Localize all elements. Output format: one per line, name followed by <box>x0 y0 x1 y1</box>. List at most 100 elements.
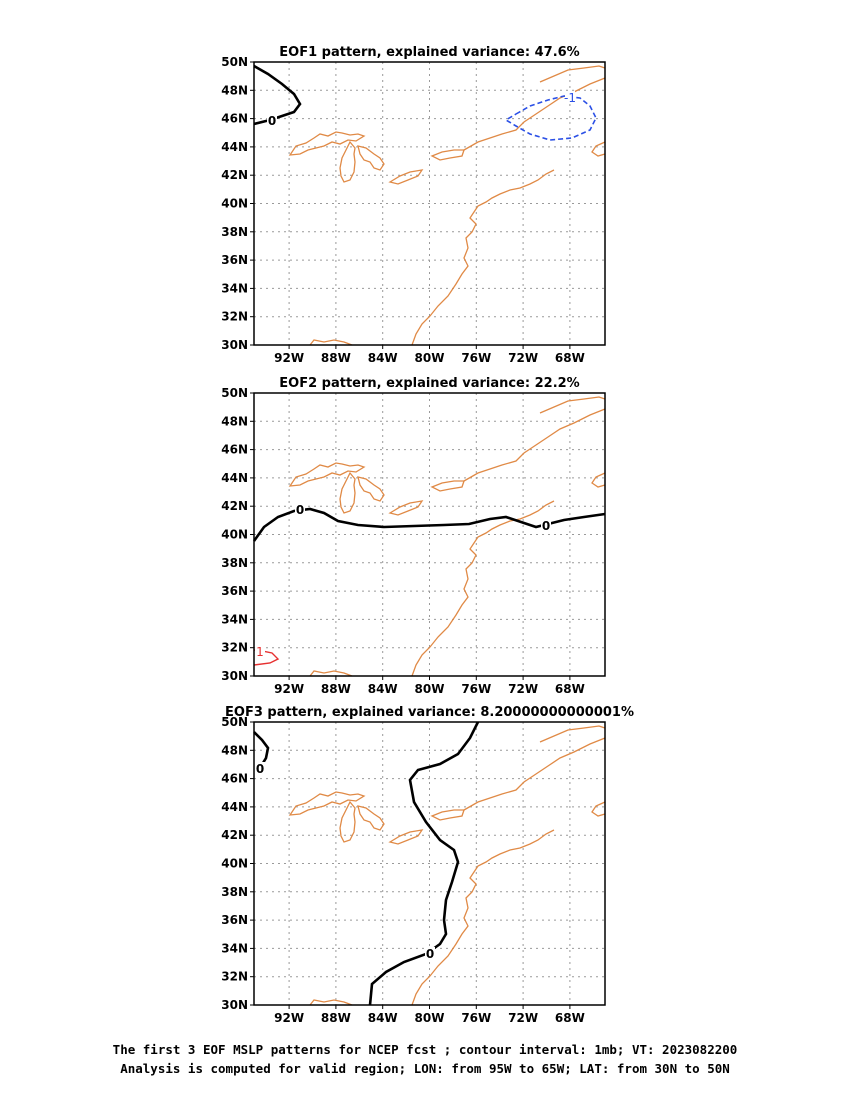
contour-line <box>368 721 480 1006</box>
contour-label: 0 <box>256 762 264 776</box>
coastline <box>357 805 385 831</box>
coastline <box>288 791 366 816</box>
coastline <box>463 737 606 811</box>
lat-tick-label: 32N <box>221 641 248 655</box>
contour-label: 0 <box>426 947 434 961</box>
coastline <box>411 829 555 1006</box>
contour-label-bg <box>541 519 551 532</box>
lon-tick-label: 72W <box>508 682 538 696</box>
lat-tick-label: 40N <box>221 857 248 871</box>
coastline <box>591 141 606 157</box>
coastline <box>539 65 606 83</box>
coastline <box>463 77 606 151</box>
lon-tick-label: 72W <box>508 351 538 365</box>
lat-tick-label: 46N <box>221 772 248 786</box>
coastline <box>411 500 555 677</box>
lat-tick-label: 46N <box>221 443 248 457</box>
coastline <box>309 339 353 346</box>
lat-tick-label: 48N <box>221 414 248 428</box>
coastline <box>430 809 465 821</box>
lat-tick-label: 38N <box>221 225 248 239</box>
contour-label-bg <box>255 645 265 658</box>
caption-line-2: Analysis is computed for valid region; L… <box>120 1061 730 1076</box>
lat-tick-label: 30N <box>221 338 248 352</box>
coastline <box>339 800 356 843</box>
lat-tick-label: 32N <box>221 310 248 324</box>
lon-tick-label: 84W <box>368 682 398 696</box>
coastline <box>309 999 353 1006</box>
lat-tick-label: 36N <box>221 913 248 927</box>
coastline <box>357 145 385 171</box>
lat-tick-label: 30N <box>221 998 248 1012</box>
lon-tick-label: 88W <box>321 351 351 365</box>
contour-label-bg <box>255 762 265 775</box>
contour-label: 0 <box>268 114 276 128</box>
coastline <box>388 829 424 845</box>
coastline <box>339 140 356 183</box>
lat-tick-label: 50N <box>221 386 248 400</box>
caption-line-1: The first 3 EOF MSLP patterns for NCEP f… <box>112 1042 738 1057</box>
contour-label: 0 <box>296 503 304 517</box>
lat-tick-label: 50N <box>221 55 248 69</box>
lat-tick-label: 34N <box>221 941 248 955</box>
lat-tick-label: 32N <box>221 970 248 984</box>
eof2-title: EOF2 pattern, explained variance: 22.2% <box>279 376 579 391</box>
lat-tick-label: 40N <box>221 197 248 211</box>
lon-tick-label: 80W <box>415 1011 445 1025</box>
lon-tick-label: 88W <box>321 682 351 696</box>
coastline <box>288 462 366 487</box>
lon-tick-label: 76W <box>461 351 491 365</box>
coastline <box>339 471 356 514</box>
lon-tick-label: 80W <box>415 351 445 365</box>
lat-tick-label: 50N <box>221 715 248 729</box>
lat-tick-label: 34N <box>221 612 248 626</box>
eof2-panel: EOF2 pattern, explained variance: 22.2% 0… <box>221 376 606 696</box>
lon-tick-label: 92W <box>274 351 304 365</box>
eof1-title: EOF1 pattern, explained variance: 47.6% <box>279 45 579 60</box>
lat-tick-label: 44N <box>221 140 248 154</box>
lat-tick-label: 40N <box>221 528 248 542</box>
coastline <box>357 476 385 502</box>
lon-tick-label: 80W <box>415 682 445 696</box>
lon-tick-label: 88W <box>321 1011 351 1025</box>
coastline <box>539 725 606 743</box>
lon-tick-label: 84W <box>368 351 398 365</box>
contour-label: 0 <box>542 519 550 533</box>
lon-tick-label: 76W <box>461 1011 491 1025</box>
lon-tick-label: 76W <box>461 682 491 696</box>
lat-tick-label: 44N <box>221 800 248 814</box>
coastline <box>463 408 606 482</box>
coastline <box>591 801 606 817</box>
contour-label-bg <box>267 114 277 127</box>
coastline <box>539 396 606 414</box>
lat-tick-label: 42N <box>221 168 248 182</box>
lon-tick-label: 72W <box>508 1011 538 1025</box>
lat-tick-label: 48N <box>221 743 248 757</box>
eof3-title: EOF3 pattern, explained variance: 8.2000… <box>225 705 634 720</box>
lat-tick-label: 36N <box>221 584 248 598</box>
contour-label: -1 <box>564 91 576 105</box>
eof1-panel: EOF1 pattern, explained variance: 47.6% 0… <box>221 45 606 365</box>
lat-tick-label: 36N <box>221 253 248 267</box>
lon-tick-label: 68W <box>555 351 585 365</box>
lat-tick-label: 42N <box>221 499 248 513</box>
contour-label-bg <box>425 947 435 960</box>
lat-tick-label: 42N <box>221 828 248 842</box>
lat-tick-label: 30N <box>221 669 248 683</box>
lat-tick-label: 34N <box>221 281 248 295</box>
lat-tick-label: 38N <box>221 885 248 899</box>
coastline <box>430 149 465 161</box>
contour-line <box>504 95 597 141</box>
coastline <box>430 480 465 492</box>
contour-label-bg <box>295 503 305 516</box>
lon-tick-label: 68W <box>555 682 585 696</box>
eof3-panel: EOF3 pattern, explained variance: 8.2000… <box>221 705 634 1025</box>
lat-tick-label: 38N <box>221 556 248 570</box>
lon-tick-label: 92W <box>274 1011 304 1025</box>
coastline <box>388 500 424 516</box>
lon-tick-label: 92W <box>274 682 304 696</box>
contour-line <box>253 731 270 769</box>
lon-tick-label: 68W <box>555 1011 585 1025</box>
coastline <box>411 169 555 346</box>
